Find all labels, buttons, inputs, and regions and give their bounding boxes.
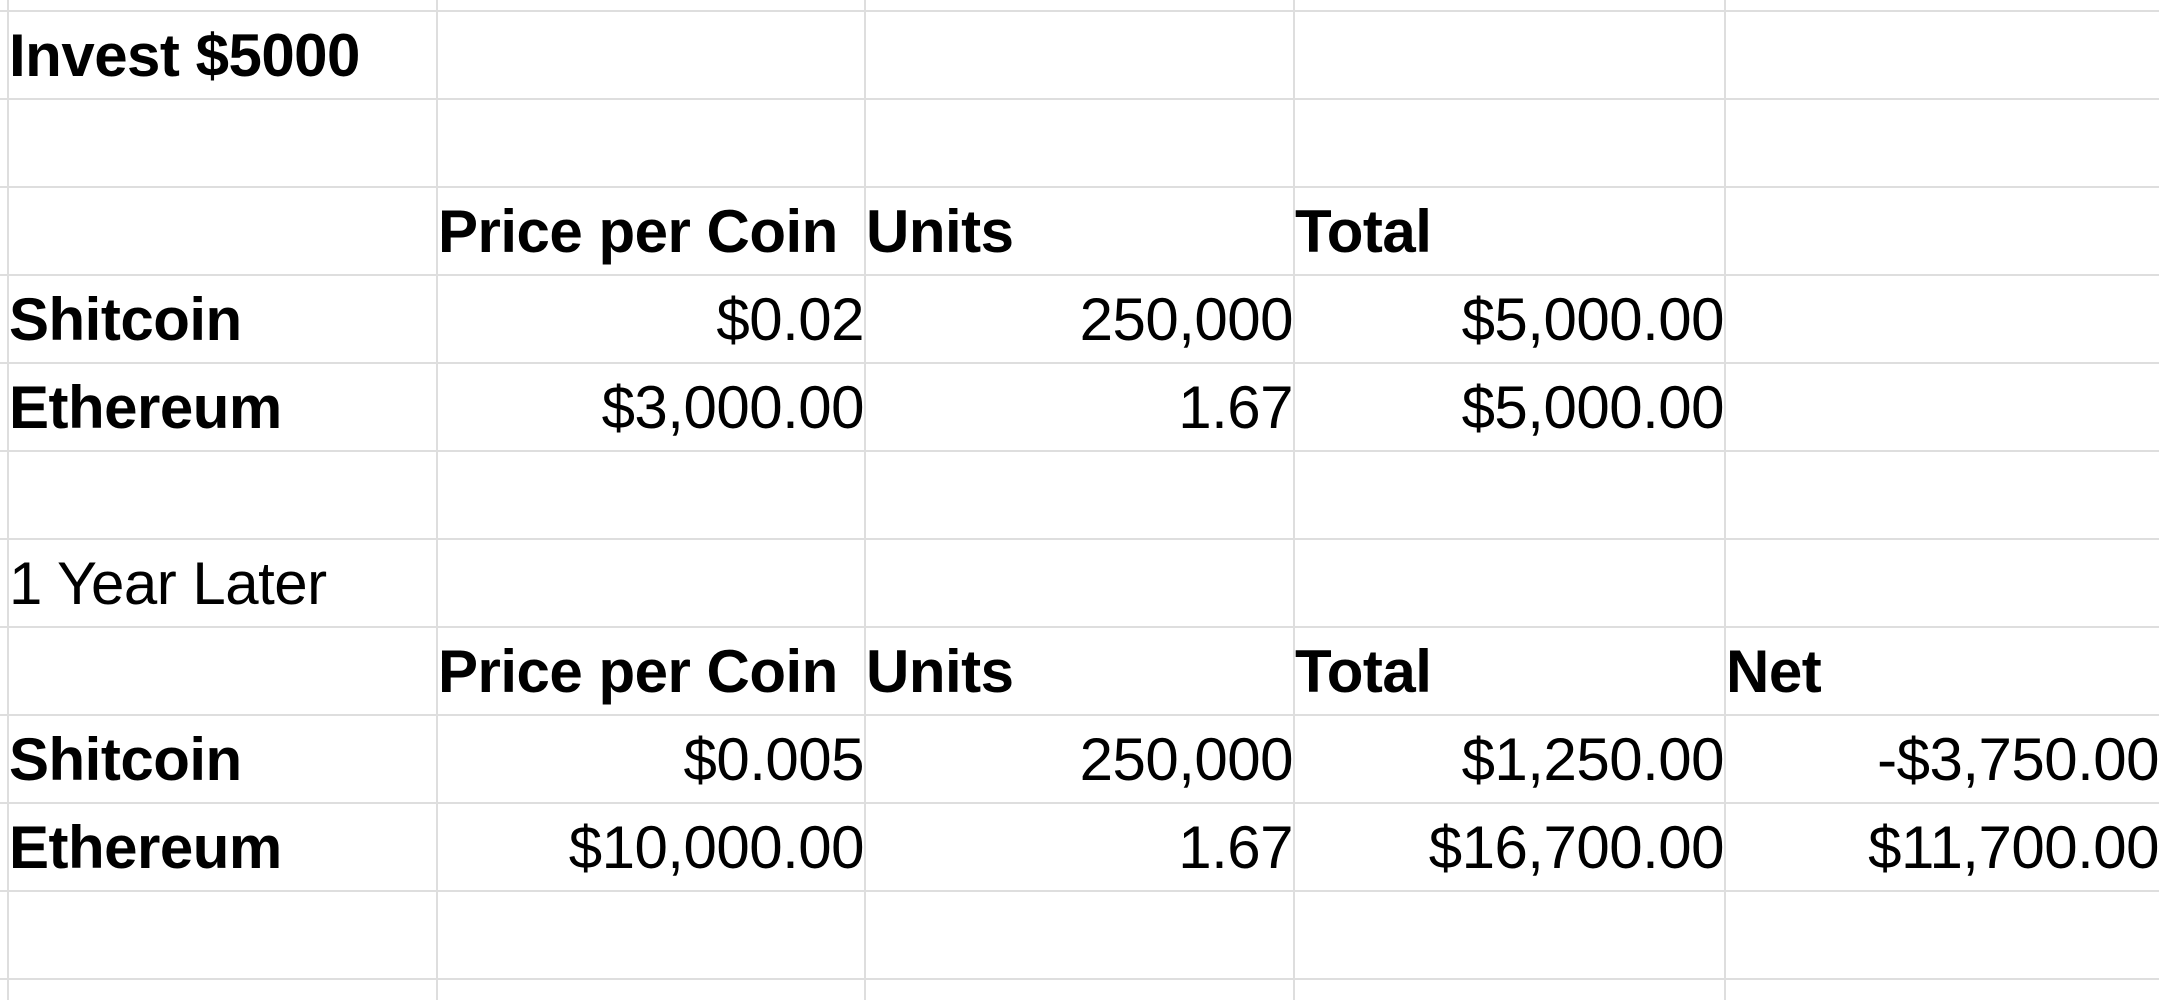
empty-cell[interactable]: [866, 540, 1295, 628]
empty-cell[interactable]: [438, 452, 866, 540]
cell-shitcoin-label-t2[interactable]: Shitcoin: [9, 716, 438, 804]
header-price-per-coin-t1[interactable]: Price per Coin: [438, 188, 866, 276]
empty-cell[interactable]: [438, 100, 866, 188]
partial-cell[interactable]: [0, 12, 9, 100]
cell-ethereum-price-t2[interactable]: $10,000.00: [438, 804, 866, 892]
cell-ethereum-total-t2[interactable]: $16,700.00: [1295, 804, 1726, 892]
empty-cell[interactable]: [1726, 892, 2159, 980]
cell-shitcoin-total-t2[interactable]: $1,250.00: [1295, 716, 1726, 804]
partial-cell[interactable]: [0, 452, 9, 540]
partial-cell[interactable]: [866, 980, 1295, 1000]
cell-shitcoin-units-t1[interactable]: 250,000: [866, 276, 1295, 364]
partial-cell[interactable]: [0, 276, 9, 364]
cell-shitcoin-price-t1[interactable]: $0.02: [438, 276, 866, 364]
empty-cell[interactable]: [1295, 540, 1726, 628]
row-shitcoin-t2: Shitcoin $0.005 250,000 $1,250.00 -$3,75…: [0, 716, 2159, 804]
partial-cell[interactable]: [1295, 0, 1726, 12]
empty-cell[interactable]: [1295, 12, 1726, 100]
empty-cell[interactable]: [866, 100, 1295, 188]
partial-cell[interactable]: [0, 540, 9, 628]
partial-cell[interactable]: [438, 0, 866, 12]
empty-cell[interactable]: [9, 188, 438, 276]
cell-shitcoin-price-t2[interactable]: $0.005: [438, 716, 866, 804]
empty-cell[interactable]: [1295, 892, 1726, 980]
empty-cell[interactable]: [1726, 276, 2159, 364]
partial-cell[interactable]: [9, 980, 438, 1000]
partial-cell[interactable]: [0, 188, 9, 276]
empty-cell[interactable]: [1726, 188, 2159, 276]
empty-cell[interactable]: [1295, 452, 1726, 540]
empty-cell[interactable]: [1726, 12, 2159, 100]
partial-cell[interactable]: [1295, 980, 1726, 1000]
empty-cell[interactable]: [1726, 100, 2159, 188]
partial-cell[interactable]: [866, 0, 1295, 12]
partial-cell[interactable]: [0, 364, 9, 452]
partial-row-bottom: [0, 980, 2159, 1000]
empty-cell[interactable]: [9, 628, 438, 716]
empty-cell[interactable]: [866, 12, 1295, 100]
partial-cell[interactable]: [0, 804, 9, 892]
empty-cell[interactable]: [9, 452, 438, 540]
empty-cell[interactable]: [9, 100, 438, 188]
empty-cell[interactable]: [438, 892, 866, 980]
cell-shitcoin-units-t2[interactable]: 250,000: [866, 716, 1295, 804]
cell-ethereum-units-t1[interactable]: 1.67: [866, 364, 1295, 452]
cell-invest-title[interactable]: Invest $5000: [9, 12, 438, 100]
partial-cell[interactable]: [0, 892, 9, 980]
row-ethereum-t2: Ethereum $10,000.00 1.67 $16,700.00 $11,…: [0, 804, 2159, 892]
cell-shitcoin-total-t1[interactable]: $5,000.00: [1295, 276, 1726, 364]
row-empty: [0, 452, 2159, 540]
header-total-t2[interactable]: Total: [1295, 628, 1726, 716]
header-total-t1[interactable]: Total: [1295, 188, 1726, 276]
cell-ethereum-net-t2[interactable]: $11,700.00: [1726, 804, 2159, 892]
header-price-per-coin-t2[interactable]: Price per Coin: [438, 628, 866, 716]
empty-cell[interactable]: [9, 892, 438, 980]
row-ethereum-t1: Ethereum $3,000.00 1.67 $5,000.00: [0, 364, 2159, 452]
empty-cell[interactable]: [1726, 452, 2159, 540]
partial-cell[interactable]: [1726, 0, 2159, 12]
partial-cell[interactable]: [0, 980, 9, 1000]
partial-cell[interactable]: [0, 100, 9, 188]
row-empty: [0, 100, 2159, 188]
partial-cell[interactable]: [0, 0, 9, 12]
cell-shitcoin-label-t1[interactable]: Shitcoin: [9, 276, 438, 364]
cell-ethereum-label-t2[interactable]: Ethereum: [9, 804, 438, 892]
row-empty: [0, 892, 2159, 980]
empty-cell[interactable]: [1726, 364, 2159, 452]
partial-cell[interactable]: [438, 980, 866, 1000]
partial-cell[interactable]: [1726, 980, 2159, 1000]
empty-cell[interactable]: [1295, 100, 1726, 188]
header-net-t2[interactable]: Net: [1726, 628, 2159, 716]
empty-cell[interactable]: [1726, 540, 2159, 628]
row-year-later: 1 Year Later: [0, 540, 2159, 628]
row-table2-header: Price per Coin Units Total Net: [0, 628, 2159, 716]
row-shitcoin-t1: Shitcoin $0.02 250,000 $5,000.00: [0, 276, 2159, 364]
empty-cell[interactable]: [438, 12, 866, 100]
row-table1-header: Price per Coin Units Total: [0, 188, 2159, 276]
partial-cell[interactable]: [0, 716, 9, 804]
empty-cell[interactable]: [866, 452, 1295, 540]
partial-cell[interactable]: [9, 0, 438, 12]
partial-row-top: [0, 0, 2159, 12]
empty-cell[interactable]: [866, 892, 1295, 980]
cell-year-later-label[interactable]: 1 Year Later: [9, 540, 438, 628]
header-units-t1[interactable]: Units: [866, 188, 1295, 276]
cell-ethereum-total-t1[interactable]: $5,000.00: [1295, 364, 1726, 452]
cell-shitcoin-net-t2[interactable]: -$3,750.00: [1726, 716, 2159, 804]
partial-cell[interactable]: [0, 628, 9, 716]
cell-ethereum-units-t2[interactable]: 1.67: [866, 804, 1295, 892]
empty-cell[interactable]: [438, 540, 866, 628]
row-invest-title: Invest $5000: [0, 12, 2159, 100]
header-units-t2[interactable]: Units: [866, 628, 1295, 716]
cell-ethereum-price-t1[interactable]: $3,000.00: [438, 364, 866, 452]
cell-ethereum-label-t1[interactable]: Ethereum: [9, 364, 438, 452]
